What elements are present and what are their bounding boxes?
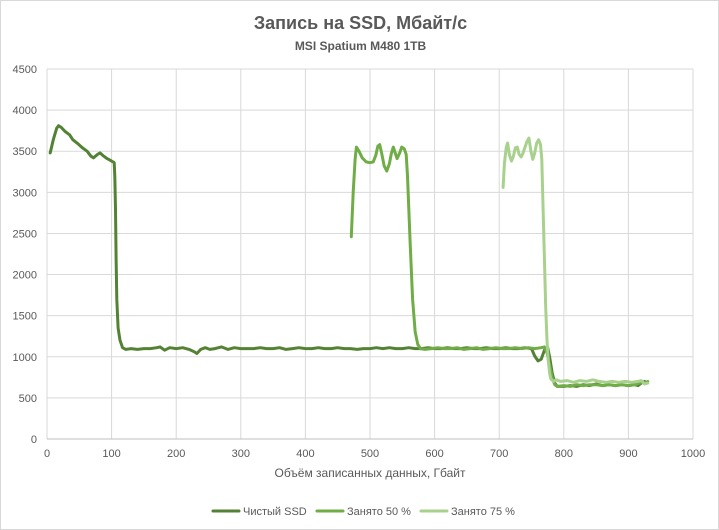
x-tick-label: 400	[296, 448, 314, 460]
x-tick-label: 600	[425, 448, 443, 460]
x-tick-label: 800	[555, 448, 573, 460]
x-tick-label: 100	[102, 448, 120, 460]
series-lines	[48, 124, 650, 388]
y-tick-label: 0	[31, 434, 37, 446]
grid-lines	[47, 68, 694, 439]
legend-label-1: Чистый SSD	[243, 506, 307, 518]
legend-label-2: Занято 50 %	[347, 506, 411, 518]
y-tick-label: 500	[19, 393, 37, 405]
legend-label-3: Занято 75 %	[451, 506, 515, 518]
x-tick-label: 500	[361, 448, 379, 460]
y-tick-label: 1000	[13, 352, 37, 364]
legend: Чистый SSD Занято 50 % Занято 75 %	[211, 506, 515, 518]
y-tick-label: 2500	[13, 228, 37, 240]
tick-labels: 0 500 1000 1500 2000 2500 3000 3500 4000 4500 0 100…	[13, 64, 706, 460]
series-line-2	[349, 143, 650, 388]
x-tick-label: 1000	[681, 448, 705, 460]
x-axis-title: Объём записанных данных, Гбайт	[274, 466, 466, 480]
y-tick-label: 3500	[13, 146, 37, 158]
axes	[46, 69, 693, 440]
series-line-1	[48, 124, 647, 388]
x-tick-label: 900	[619, 448, 637, 460]
chart-title: Запись на SSD, Мбайт/с	[253, 13, 468, 33]
x-tick-label: 200	[167, 448, 185, 460]
y-tick-label: 1500	[13, 311, 37, 323]
y-tick-label: 4000	[13, 105, 37, 117]
y-tick-label: 2000	[13, 270, 37, 282]
x-tick-label: 0	[44, 448, 50, 460]
series-line-3	[501, 136, 650, 386]
y-tick-label: 3000	[13, 187, 37, 199]
x-tick-label: 300	[232, 448, 250, 460]
y-tick-label: 4500	[13, 64, 37, 76]
chart-subtitle: MSI Spatium M480 1TB	[294, 39, 427, 53]
x-tick-label: 700	[490, 448, 508, 460]
